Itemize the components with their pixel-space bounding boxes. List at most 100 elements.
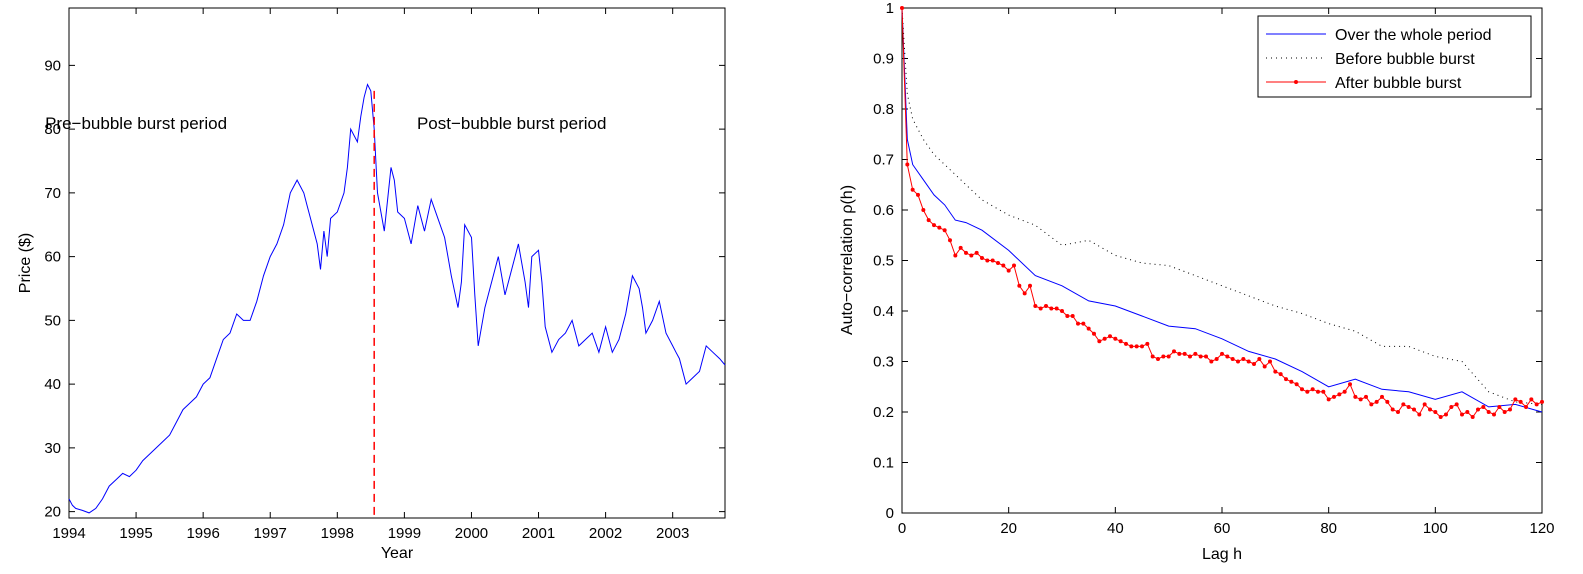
series-point bbox=[1294, 382, 1299, 387]
series-point bbox=[1161, 354, 1166, 359]
series-point bbox=[1518, 399, 1523, 404]
series-point bbox=[1209, 359, 1214, 364]
series-point bbox=[1486, 410, 1491, 414]
series-point bbox=[942, 228, 947, 233]
series-point bbox=[1028, 283, 1032, 288]
series-point bbox=[969, 253, 974, 258]
legend-label-after: After bubble burst bbox=[1335, 75, 1462, 92]
series-point bbox=[1438, 415, 1443, 420]
y-tick-label: 0.5 bbox=[873, 253, 894, 270]
y-tick-label: 0.4 bbox=[873, 303, 894, 320]
series-point bbox=[1241, 356, 1246, 361]
series-point bbox=[1310, 387, 1315, 392]
y-tick-label: 60 bbox=[44, 249, 61, 266]
series-point bbox=[1358, 397, 1363, 402]
x-tick-label: 60 bbox=[1214, 520, 1231, 537]
y-tick-label: 0.7 bbox=[873, 152, 894, 169]
series-point bbox=[1246, 359, 1251, 364]
y-tick-label: 90 bbox=[44, 57, 61, 74]
series-point bbox=[948, 238, 952, 243]
series-point bbox=[1300, 387, 1304, 392]
y-tick-label: 0.9 bbox=[873, 51, 894, 68]
series-point bbox=[1033, 303, 1038, 308]
series-point bbox=[1396, 410, 1400, 414]
series-point bbox=[916, 192, 920, 197]
x-tick-label: 1999 bbox=[388, 525, 421, 542]
series-point bbox=[1049, 306, 1054, 311]
x-tick-label: 2001 bbox=[522, 525, 555, 542]
series-point bbox=[1470, 415, 1475, 420]
price-chart: 1994 1995 1996 1997 1998 1999 2000 2001 2002 2003… bbox=[17, 7, 726, 562]
y-tick-label: 0 bbox=[886, 505, 894, 522]
series-point bbox=[1166, 354, 1171, 359]
series-point bbox=[910, 187, 915, 192]
x-tick-label: 120 bbox=[1529, 520, 1554, 537]
y-tick-label: 0.2 bbox=[873, 404, 894, 421]
series-point bbox=[1188, 354, 1192, 359]
legend-label-before: Before bubble burst bbox=[1335, 51, 1475, 68]
series-point bbox=[1017, 283, 1022, 288]
series-point bbox=[1257, 356, 1262, 361]
series-point bbox=[1001, 263, 1006, 268]
series-point bbox=[1417, 412, 1422, 417]
x-tick-label: 0 bbox=[898, 520, 906, 537]
series-point bbox=[1305, 389, 1310, 394]
y-tick-label: 0.3 bbox=[873, 354, 894, 371]
series-point bbox=[1326, 397, 1331, 402]
series-point bbox=[921, 208, 926, 212]
series-point bbox=[1102, 336, 1107, 341]
series-point bbox=[1332, 394, 1336, 399]
series-line-over-the-whole-period bbox=[901, 7, 1543, 413]
series-point bbox=[926, 218, 931, 223]
period-annotation: Pre−bubble burst period bbox=[45, 114, 227, 133]
series-point bbox=[1529, 397, 1534, 402]
series-point bbox=[1092, 331, 1096, 336]
legend-marker-after bbox=[1294, 80, 1298, 84]
y-tick-label: 80 bbox=[44, 121, 61, 138]
x-tick-label: 2003 bbox=[656, 525, 689, 542]
series-point bbox=[1150, 354, 1155, 359]
x-tick-label: 1996 bbox=[186, 525, 219, 542]
y-tick-label: 1 bbox=[886, 0, 894, 17]
series-point bbox=[996, 261, 1000, 266]
series-point bbox=[1204, 354, 1208, 359]
series-point bbox=[1342, 389, 1347, 394]
series-point bbox=[1113, 336, 1118, 341]
acf-x-ticks: 0 20 40 60 80 100 120 bbox=[898, 8, 1555, 537]
acf-series bbox=[900, 6, 1544, 420]
autocorrelation-chart: 0 20 40 60 80 100 120 0 0.1 0.2 0.3 0.4 0.5 0.6 0.7 0.… bbox=[839, 0, 1555, 563]
price-y-ticks: 20 30 40 50 60 70 80 90 bbox=[44, 57, 725, 521]
series-point bbox=[1406, 404, 1411, 409]
series-point bbox=[990, 258, 995, 263]
series-point bbox=[980, 255, 984, 260]
series-point bbox=[985, 258, 990, 263]
series-point bbox=[1353, 394, 1358, 399]
x-tick-label: 2000 bbox=[455, 525, 488, 542]
x-tick-label: 1994 bbox=[52, 525, 85, 542]
series-point bbox=[1172, 349, 1176, 354]
series-point bbox=[1006, 268, 1011, 273]
x-tick-label: 80 bbox=[1320, 520, 1337, 537]
y-tick-label: 70 bbox=[44, 185, 61, 202]
series-point bbox=[1508, 407, 1512, 412]
acf-x-label: Lag h bbox=[1202, 546, 1242, 563]
series-point bbox=[1262, 364, 1267, 369]
series-point bbox=[1054, 306, 1059, 311]
series-point bbox=[1364, 394, 1368, 399]
y-tick-label: 20 bbox=[44, 504, 61, 521]
series-point bbox=[1380, 394, 1384, 399]
legend-label-whole: Over the whole period bbox=[1335, 27, 1492, 44]
x-tick-label: 1997 bbox=[254, 525, 287, 542]
series-point bbox=[905, 162, 910, 167]
acf-legend: Over the whole period Before bubble burs… bbox=[1257, 15, 1532, 98]
series-point bbox=[1124, 341, 1128, 346]
price-series bbox=[68, 83, 726, 514]
series-point bbox=[1321, 389, 1326, 394]
series-point bbox=[900, 6, 904, 10]
series-point bbox=[1140, 344, 1144, 349]
x-tick-label: 20 bbox=[1000, 520, 1017, 537]
series-point bbox=[1268, 359, 1272, 364]
acf-y-ticks: 0 0.1 0.2 0.3 0.4 0.5 0.6 0.7 0.8 0.9 1 bbox=[873, 0, 1542, 522]
series-point bbox=[974, 250, 979, 255]
series-point bbox=[1273, 369, 1278, 374]
